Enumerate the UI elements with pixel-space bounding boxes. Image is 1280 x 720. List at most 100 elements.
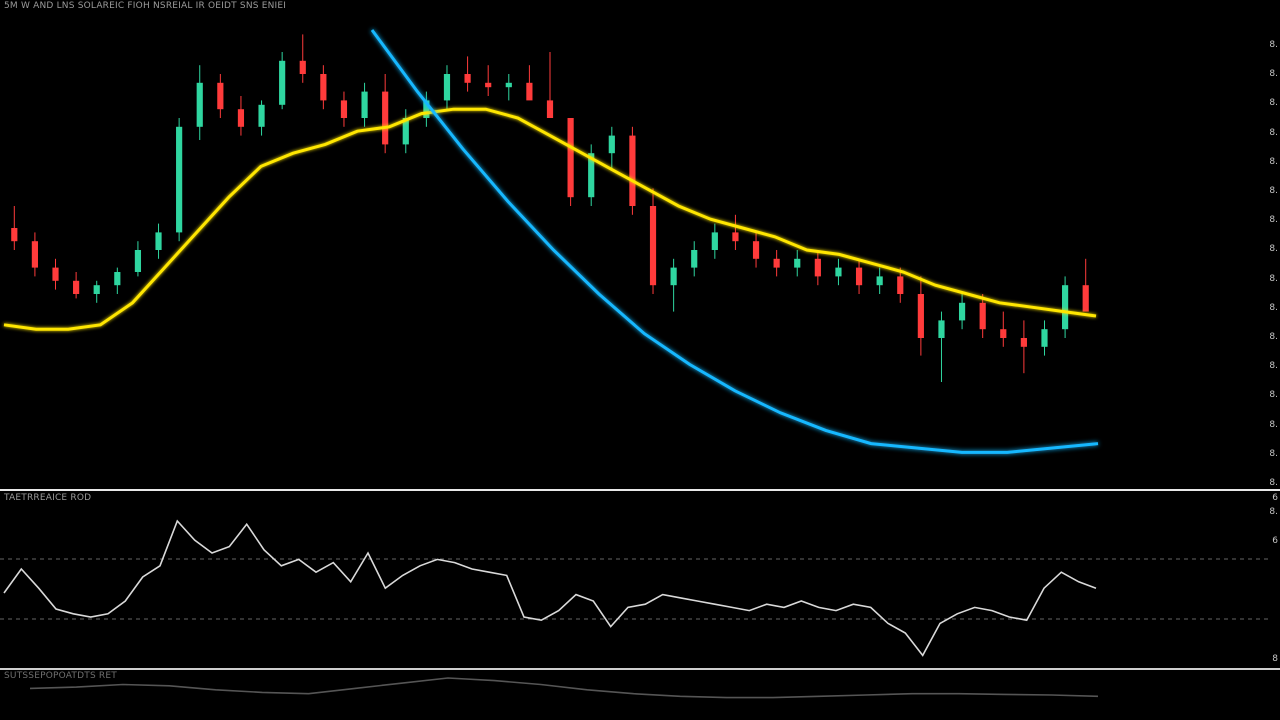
price-axis-label: 8. — [1269, 127, 1278, 138]
candle — [608, 126, 615, 171]
candle — [814, 250, 821, 286]
price-axis-label: 8. — [1269, 419, 1278, 430]
candle-body — [31, 241, 38, 268]
candle — [114, 267, 121, 294]
price-axis-label: 6 — [1272, 536, 1278, 547]
candle-body — [279, 60, 286, 105]
candle — [917, 276, 924, 356]
candle-body — [649, 206, 657, 286]
candle-body — [917, 294, 924, 338]
candle-body — [608, 135, 615, 154]
candle — [402, 109, 409, 154]
candle-body — [299, 60, 306, 74]
candle — [73, 272, 80, 299]
candle-body — [443, 74, 451, 101]
candle — [361, 82, 368, 127]
price-axis-label: 8. — [1269, 507, 1278, 518]
oscillator-pane-header: TAETRREAICE ROD — [4, 493, 92, 503]
candle — [485, 65, 492, 96]
candle — [505, 74, 512, 101]
candle — [1000, 311, 1007, 347]
candle-body — [1082, 285, 1089, 312]
candle-body — [258, 104, 265, 127]
candle — [1062, 276, 1069, 338]
price-axis-label: 8. — [1269, 40, 1278, 50]
candle — [794, 250, 801, 277]
pane-separator-1[interactable] — [0, 489, 1280, 491]
price-axis-label: 8. — [1269, 98, 1278, 109]
price-axis-label: 8. — [1269, 215, 1278, 226]
price-axis-label: 8. — [1269, 244, 1278, 255]
candle — [752, 232, 760, 268]
candle — [629, 126, 636, 215]
candle — [299, 34, 306, 83]
candle-body — [155, 232, 162, 250]
candle — [320, 65, 327, 110]
candle-body — [794, 258, 801, 268]
candle-body — [114, 272, 121, 286]
candle-body — [134, 250, 142, 272]
candle-body — [176, 126, 183, 233]
osc-axis-top-label: 6 — [1272, 493, 1278, 503]
candle-body — [382, 91, 389, 145]
moving-average-line — [3, 107, 1097, 331]
candle-body — [485, 82, 492, 88]
candle-body — [93, 285, 100, 294]
candle — [711, 223, 718, 259]
candle-body — [73, 280, 80, 294]
candle-body — [11, 228, 18, 242]
osc-axis-bottom-label: 8 — [1272, 654, 1278, 664]
candle — [979, 294, 986, 338]
candle-body — [1000, 329, 1007, 338]
lower-pane-header: SUTSSEPOPOATDTS RET — [4, 671, 117, 681]
candle-body — [670, 267, 677, 286]
candlestick-series — [11, 34, 1089, 382]
candle — [670, 258, 677, 312]
lower-pane-line — [29, 677, 1099, 699]
candle-body — [773, 258, 780, 268]
candle-body — [505, 82, 512, 88]
candle — [1020, 320, 1027, 374]
candle-body — [876, 276, 883, 286]
candle — [258, 100, 265, 136]
candle — [11, 206, 18, 250]
candle-body — [546, 100, 554, 118]
candle — [938, 311, 945, 382]
candle-body — [320, 74, 327, 101]
candle-body — [629, 135, 636, 206]
candle-body — [217, 82, 224, 110]
candle-body — [732, 232, 739, 242]
candle-body — [855, 267, 863, 286]
candle — [567, 118, 574, 206]
candle-body — [361, 91, 368, 118]
candle — [134, 241, 142, 277]
candle-body — [814, 258, 821, 277]
candle-body — [464, 74, 471, 83]
candle-body — [958, 302, 966, 321]
candle-body — [835, 267, 842, 277]
price-axis-label: 8. — [1269, 390, 1278, 401]
oscillator-line — [3, 519, 1097, 657]
candle-body — [711, 232, 718, 250]
candle-body — [567, 118, 574, 198]
candle-body — [691, 250, 698, 268]
candle — [732, 214, 739, 250]
candle — [340, 91, 348, 127]
candle — [876, 267, 883, 294]
pane-separator-2[interactable] — [0, 668, 1280, 670]
candle-body — [1041, 329, 1048, 347]
candle — [855, 258, 863, 294]
candle-body — [588, 153, 595, 198]
candle-body — [1020, 338, 1027, 347]
candle — [443, 65, 451, 110]
candle-body — [938, 320, 945, 338]
candle — [897, 267, 904, 303]
candle — [773, 250, 780, 277]
price-axis-label: 8. — [1269, 186, 1278, 196]
candle — [588, 144, 595, 206]
candle — [279, 52, 286, 110]
candle-body — [237, 109, 245, 127]
candle-body — [423, 100, 430, 118]
candle — [31, 232, 38, 277]
main-pane-header: 5M W AND LNS SOLAREIC FIOH NSREIAL IR OE… — [4, 1, 287, 11]
